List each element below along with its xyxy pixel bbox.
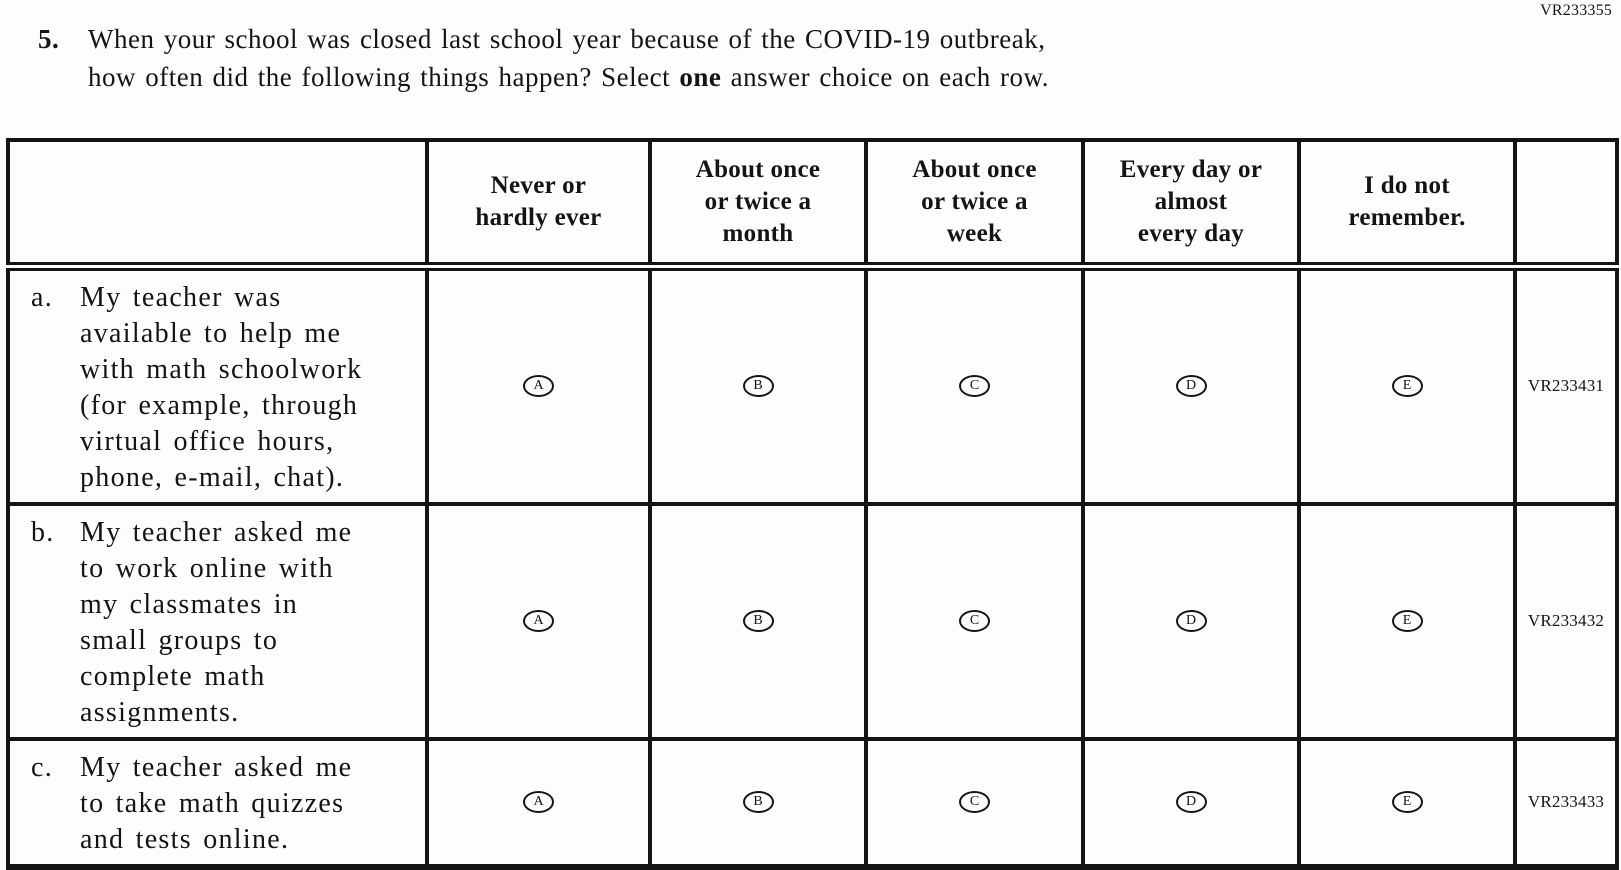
answer-cell: E <box>1297 264 1517 506</box>
table-row-c: c. My teacher asked me to take math quiz… <box>6 736 1619 870</box>
question-line2-pre: how often did the following things happe… <box>88 62 680 92</box>
answer-cell: C <box>864 501 1085 741</box>
answer-bubble[interactable]: C <box>959 791 990 813</box>
answer-bubble[interactable]: A <box>523 375 554 397</box>
answer-bubble[interactable]: E <box>1391 375 1423 397</box>
header-empty-cell <box>6 138 429 271</box>
column-header-remember: I do not remember. <box>1297 138 1517 271</box>
question-line2-post: answer choice on each row. <box>721 62 1049 92</box>
row-label: b. <box>31 516 55 548</box>
answer-bubble[interactable]: C <box>959 375 990 397</box>
answer-bubble[interactable]: E <box>1391 791 1423 813</box>
column-header-month: About once or twice a month <box>648 138 868 271</box>
answer-cell: E <box>1297 736 1517 870</box>
answer-bubble[interactable]: B <box>742 610 774 632</box>
table-row-a: a. My teacher was available to help me w… <box>6 264 1619 506</box>
header-code-cell <box>1513 138 1619 271</box>
response-grid: Never or hardly ever About once or twice… <box>6 138 1619 870</box>
statement-cell: b. My teacher asked me to work online wi… <box>6 501 429 741</box>
answer-cell: B <box>648 736 868 870</box>
form-code: VR233355 <box>1540 2 1612 19</box>
answer-bubble[interactable]: A <box>523 791 554 813</box>
answer-cell: B <box>648 501 868 741</box>
question-line2-bold: one <box>679 62 722 92</box>
statement-cell: c. My teacher asked me to take math quiz… <box>6 736 429 870</box>
answer-cell: A <box>425 736 652 870</box>
question-text: When your school was closed last school … <box>88 20 1049 96</box>
answer-cell: D <box>1081 736 1301 870</box>
question-line1: When your school was closed last school … <box>88 24 1046 54</box>
header-row: Never or hardly ever About once or twice… <box>6 138 1619 271</box>
answer-cell: A <box>425 264 652 506</box>
row-code: VR233432 <box>1513 501 1619 741</box>
question-number: 5. <box>38 24 60 54</box>
column-header-week: About once or twice a week <box>864 138 1085 271</box>
column-header-never: Never or hardly ever <box>425 138 652 271</box>
answer-cell: C <box>864 264 1085 506</box>
row-label: a. <box>31 281 54 313</box>
answer-cell: B <box>648 264 868 506</box>
answer-cell: D <box>1081 501 1301 741</box>
answer-bubble[interactable]: C <box>959 610 990 632</box>
answer-bubble[interactable]: E <box>1391 610 1423 632</box>
answer-cell: E <box>1297 501 1517 741</box>
row-statement: My teacher was available to help me with… <box>80 281 363 493</box>
answer-bubble[interactable]: D <box>1175 791 1207 813</box>
answer-cell: A <box>425 501 652 741</box>
answer-bubble[interactable]: D <box>1175 610 1207 632</box>
row-statement: My teacher asked me to take math quizzes… <box>80 751 353 855</box>
row-code: VR233433 <box>1513 736 1619 870</box>
answer-bubble[interactable]: B <box>742 375 774 397</box>
table-row-b: b. My teacher asked me to work online wi… <box>6 501 1619 741</box>
answer-bubble[interactable]: D <box>1175 375 1207 397</box>
statement-cell: a. My teacher was available to help me w… <box>6 264 429 506</box>
answer-cell: D <box>1081 264 1301 506</box>
answer-cell: C <box>864 736 1085 870</box>
column-header-everyday: Every day or almost every day <box>1081 138 1301 271</box>
row-statement: My teacher asked me to work online with … <box>80 516 353 728</box>
row-label: c. <box>31 751 54 783</box>
answer-bubble[interactable]: B <box>742 791 774 813</box>
row-code: VR233431 <box>1513 264 1619 506</box>
answer-bubble[interactable]: A <box>523 610 554 632</box>
question: 5. When your school was closed last scho… <box>38 20 1049 96</box>
